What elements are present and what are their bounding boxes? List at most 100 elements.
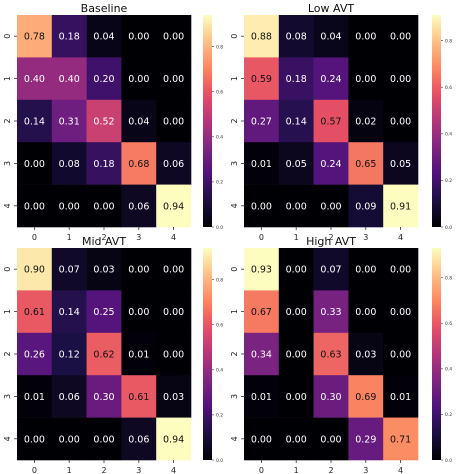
heatmap-cell (156, 332, 192, 376)
heatmap-cell (51, 332, 87, 376)
heatmap-cell (244, 142, 280, 185)
heatmap-cell (51, 184, 87, 228)
cell-value-label: 0.00 (286, 307, 307, 318)
heatmap-cell (383, 184, 419, 228)
heatmap-cell (278, 142, 314, 185)
cell-value-label: 0.00 (251, 434, 272, 445)
cell-value-label: 0.01 (128, 350, 149, 361)
cell-value-label: 0.00 (286, 392, 307, 403)
heatmap-cell (383, 57, 419, 101)
heatmap-cell (313, 248, 349, 291)
heatmap-cell (86, 290, 122, 334)
cell-value-label: 0.69 (355, 392, 376, 403)
y-tick-label: 3 (230, 161, 239, 166)
cell-value-label: 0.40 (24, 74, 45, 85)
y-tick-label: 4 (230, 203, 239, 208)
cell-value-label: 0.03 (355, 350, 376, 361)
cell-value-label: 0.06 (128, 434, 149, 445)
cell-value-label: 0.33 (320, 307, 341, 318)
heatmap-cell (278, 184, 314, 228)
heatmap-cell (278, 417, 314, 461)
heatmap-cell (348, 57, 384, 101)
heatmap-cell (278, 290, 314, 334)
heatmap-cell (51, 99, 87, 143)
colorbar (432, 248, 441, 460)
heatmap-cell (156, 290, 192, 334)
cell-value-label: 0.14 (59, 307, 80, 318)
x-tick-label: 4 (171, 233, 176, 242)
cell-value-label: 0.27 (251, 117, 272, 128)
heatmap-cell (278, 332, 314, 376)
y-tick-label: 3 (3, 161, 12, 166)
x-tick-label: 0 (32, 233, 37, 242)
heatmap-cell (17, 417, 53, 461)
heatmap-cell (348, 248, 384, 291)
cell-value-label: 0.30 (320, 392, 341, 403)
y-tick-label: 2 (230, 351, 239, 356)
colorbar (432, 15, 441, 227)
heatmap-cell (156, 248, 192, 291)
heatmap-cell (86, 99, 122, 143)
cell-value-label: 0.00 (355, 307, 376, 318)
colorbar-tick-label: 0.2 (216, 413, 223, 419)
cell-value-label: 0.00 (355, 32, 376, 43)
x-tick-label: 1 (67, 466, 72, 474)
x-tick-label: 1 (294, 233, 299, 242)
cell-value-label: 0.25 (93, 307, 114, 318)
y-tick-label: 1 (3, 76, 12, 81)
cell-value-label: 0.08 (286, 32, 307, 43)
cell-value-label: 0.94 (163, 201, 184, 212)
cell-value-label: 0.63 (320, 350, 341, 361)
x-tick-label: 4 (398, 233, 403, 242)
cell-value-label: 0.14 (286, 117, 307, 128)
heatmap-cell (278, 57, 314, 101)
y-tick-label: 3 (3, 394, 12, 399)
heatmap-cell (51, 57, 87, 101)
heatmap-cell (383, 248, 419, 291)
colorbar-tick-label: 0.0 (445, 458, 452, 464)
heatmap-cell (313, 375, 349, 418)
heatmap-cell (244, 417, 280, 461)
colorbar-tick-label: 0.4 (216, 368, 223, 374)
cell-value-label: 0.61 (128, 392, 149, 403)
cell-value-label: 0.09 (355, 201, 376, 212)
cell-value-label: 0.03 (163, 392, 184, 403)
heatmap-cell (51, 290, 87, 334)
heatmap-cell (156, 184, 192, 228)
heatmap-cell (51, 15, 87, 58)
heatmap-cell (121, 332, 157, 376)
heatmap-cell (17, 57, 53, 101)
y-tick-label: 2 (230, 118, 239, 123)
colorbar-tick-label: 0.0 (216, 458, 223, 464)
cell-value-label: 0.24 (320, 159, 341, 170)
cell-value-label: 0.00 (320, 434, 341, 445)
heatmap-cell (278, 248, 314, 291)
cell-value-label: 0.06 (128, 201, 149, 212)
panel-title: High AVT (306, 235, 356, 248)
heatmap-cell (313, 332, 349, 376)
x-tick-label: 3 (363, 233, 368, 242)
x-tick-label: 2 (328, 466, 333, 474)
cell-value-label: 0.24 (320, 74, 341, 85)
heatmap-cell (86, 332, 122, 376)
cell-value-label: 0.94 (163, 434, 184, 445)
cell-value-label: 0.67 (251, 307, 272, 318)
cell-value-label: 0.12 (59, 350, 80, 361)
y-tick-label: 0 (230, 34, 239, 39)
cell-value-label: 0.52 (93, 117, 114, 128)
cell-value-label: 0.06 (59, 392, 80, 403)
y-tick-label: 2 (3, 351, 12, 356)
heatmap-cell (156, 375, 192, 418)
cell-value-label: 0.88 (251, 32, 272, 43)
heatmap-cell (348, 332, 384, 376)
cell-value-label: 0.00 (24, 159, 45, 170)
cell-value-label: 0.06 (163, 159, 184, 170)
x-tick-label: 3 (136, 233, 141, 242)
heatmap-cell (244, 332, 280, 376)
y-tick-label: 4 (230, 436, 239, 441)
heatmap-cell (121, 57, 157, 101)
heatmap-cell (86, 15, 122, 58)
y-tick-label: 4 (3, 203, 12, 208)
cell-value-label: 0.65 (355, 159, 376, 170)
heatmap-cell (383, 417, 419, 461)
